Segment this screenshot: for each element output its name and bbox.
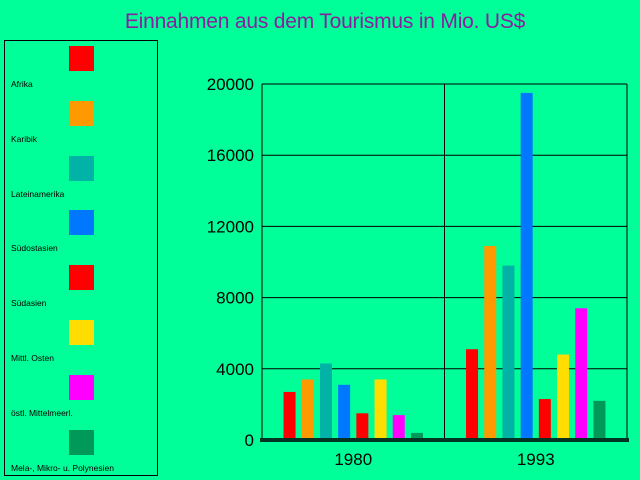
y-tick-label: 4000 [216, 360, 254, 379]
bar [283, 391, 296, 440]
legend-label: Mittl. Osten [11, 353, 54, 363]
legend-swatch [69, 374, 94, 400]
bar [520, 92, 533, 441]
x-axis [260, 438, 629, 442]
bar [374, 379, 387, 440]
y-tick-label: 20000 [207, 75, 254, 94]
bar [410, 432, 423, 440]
legend-swatch [69, 100, 94, 126]
bar [557, 354, 570, 440]
y-tick-label: 12000 [207, 217, 254, 236]
bar [538, 399, 551, 440]
bar [575, 308, 588, 440]
chart-title: Einnahmen aus dem Tourismus in Mio. US$ [124, 10, 526, 33]
bar [356, 413, 369, 440]
x-tick-label: 1980 [334, 450, 372, 469]
bar [484, 245, 497, 440]
legend-swatch [69, 429, 94, 455]
legend-swatch [69, 210, 94, 236]
legend-swatch [69, 320, 94, 345]
legend-label: Lateinamerika [11, 188, 65, 199]
y-tick-label: 0 [245, 431, 254, 450]
bar [338, 384, 351, 440]
bar [301, 379, 314, 440]
bar [466, 349, 479, 440]
legend-label: östl. Mittelmeerl. [11, 407, 73, 418]
legend-label: Karibik [11, 133, 37, 144]
legend-label: Afrika [11, 79, 33, 89]
legend-swatch [69, 46, 94, 71]
bar [392, 415, 405, 440]
bar [319, 363, 332, 440]
legend-swatch [69, 155, 94, 181]
legend: Afrika Karibik Lateinamerika Südostasien Süd… [4, 40, 158, 476]
bar [593, 400, 606, 440]
legend-label: Mela-, Mikro- u. Polynesien [11, 462, 114, 473]
y-tick-label: 16000 [207, 146, 254, 165]
x-tick-label: 1993 [517, 450, 555, 469]
legend-label: Südasien [11, 298, 47, 309]
legend-swatch [69, 265, 94, 291]
legend-label: Südostasien [11, 243, 58, 254]
bar [502, 265, 515, 440]
y-tick-label: 8000 [216, 289, 254, 308]
